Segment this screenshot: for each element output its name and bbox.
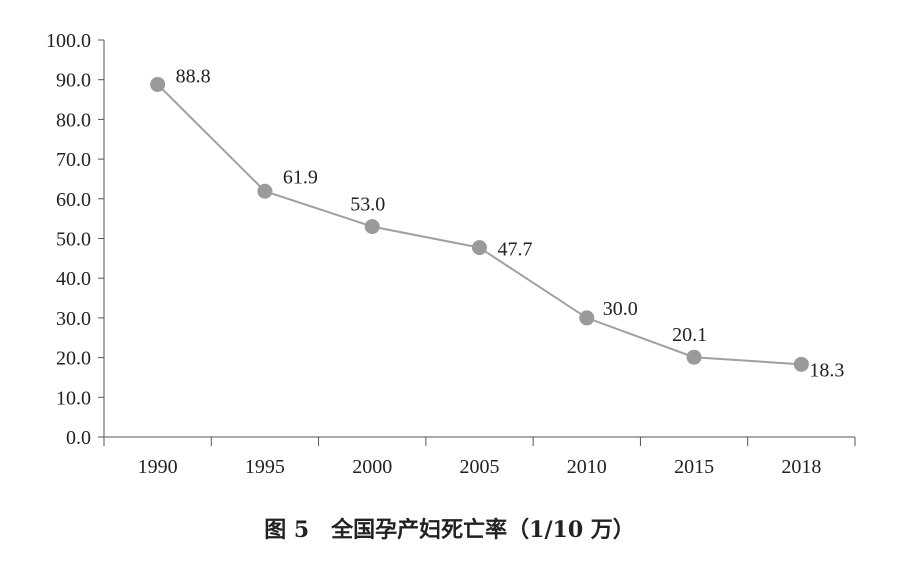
data-label: 18.3 — [809, 359, 844, 381]
series-line — [150, 76, 809, 372]
series-polyline — [156, 83, 802, 366]
x-tick-label: 1995 — [245, 456, 285, 478]
data-labels: 88.8 61.9 53.0 47.7 30.0 20.1 18.3 — [176, 65, 845, 381]
y-tick-label: 20.0 — [56, 348, 91, 370]
y-tick-label: 30.0 — [56, 308, 91, 330]
y-tick-label: 10.0 — [56, 387, 91, 409]
data-point — [579, 310, 595, 326]
y-tick-label: 70.0 — [56, 149, 91, 171]
x-tick-label: 2018 — [781, 456, 821, 478]
data-label: 47.7 — [498, 239, 533, 261]
x-tick-label: 2000 — [352, 456, 392, 478]
y-tick-label: 90.0 — [56, 70, 91, 92]
data-point — [257, 183, 273, 199]
y-tick-label: 80.0 — [56, 109, 91, 131]
data-label: 61.9 — [283, 166, 318, 188]
data-label: 20.1 — [672, 324, 707, 346]
axes: 0.0 10.0 20.0 30.0 40.0 50.0 60.0 70.0 80.0 90.0 1… — [46, 30, 856, 478]
data-label: 88.8 — [176, 65, 211, 87]
y-tick-label: 50.0 — [56, 229, 91, 251]
data-point — [793, 356, 809, 372]
data-point — [686, 349, 702, 365]
x-tick-label: 2015 — [674, 456, 714, 478]
x-tick-label: 1990 — [138, 456, 178, 478]
y-tick-label: 0.0 — [66, 427, 91, 449]
y-tick-label: 40.0 — [56, 268, 91, 290]
y-tick-label: 60.0 — [56, 189, 91, 211]
x-tick-label: 2010 — [567, 456, 607, 478]
y-tick-label: 100.0 — [46, 30, 91, 52]
data-point — [364, 219, 380, 235]
data-label: 53.0 — [350, 194, 385, 216]
data-point — [150, 76, 166, 92]
chart-title: 图 5 全国孕产妇死亡率（1/10 万） — [264, 517, 635, 543]
data-label: 30.0 — [603, 298, 638, 320]
x-tick-label: 2005 — [460, 456, 500, 478]
data-point — [472, 240, 487, 256]
